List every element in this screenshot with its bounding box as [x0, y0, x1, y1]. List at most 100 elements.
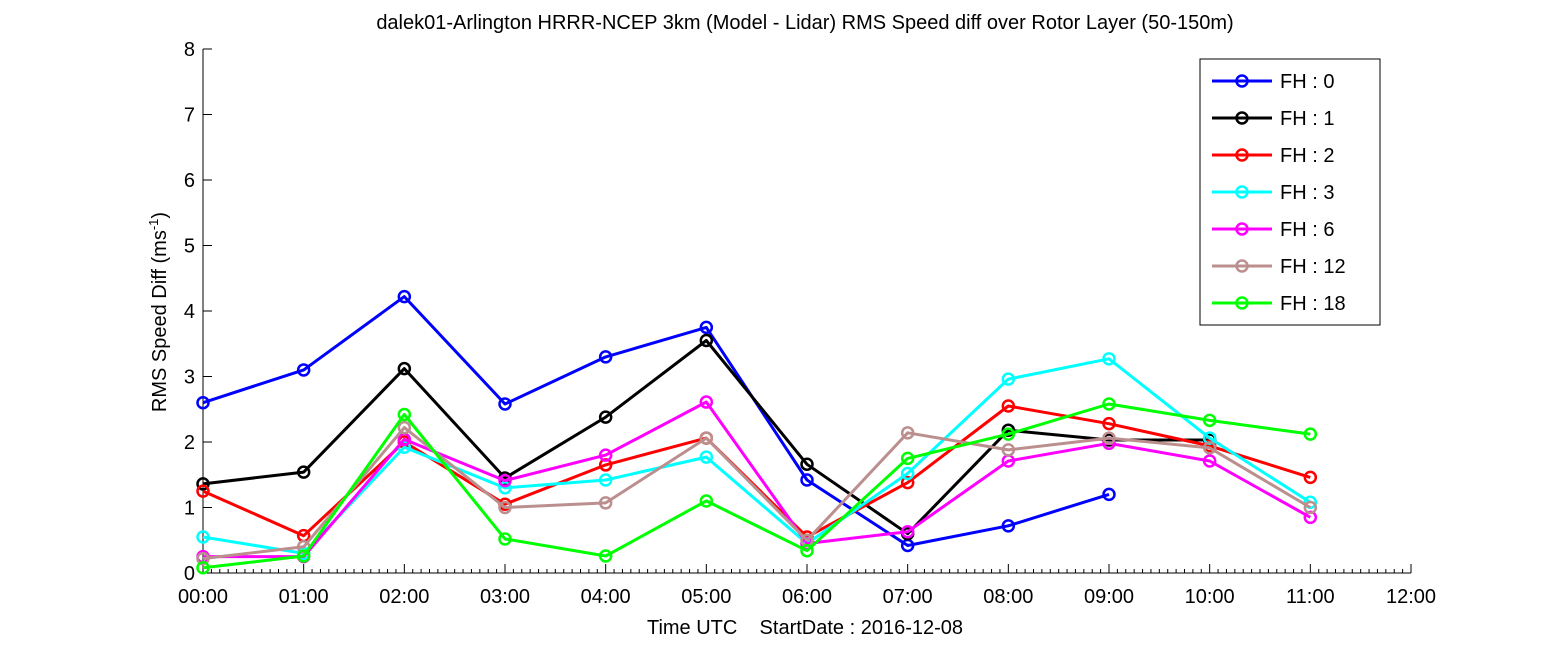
data-point	[397, 420, 412, 435]
data-point	[598, 448, 613, 462]
series-line	[202, 339, 1210, 536]
data-point	[800, 457, 814, 472]
axes: 00:00 01:00 02:00 03:00 04:00 05:00 06:00 07:00…	[178, 39, 1436, 608]
legend-entry: FH : 3	[1280, 182, 1334, 204]
x-tick-label: 03:00	[480, 586, 530, 608]
data-point	[800, 473, 814, 487]
legend-swatch-marker	[1235, 74, 1249, 88]
data-point	[1202, 441, 1217, 455]
data-point	[1001, 372, 1016, 386]
series-line	[202, 357, 1312, 555]
legend-entry: FH : 18	[1280, 293, 1346, 315]
data-point	[900, 466, 915, 481]
data-point	[1001, 427, 1016, 441]
x-tick-label: 10:00	[1185, 586, 1235, 608]
data-point	[699, 450, 714, 464]
data-point	[498, 397, 512, 411]
data-point	[196, 551, 210, 566]
data-point	[196, 561, 210, 575]
data-point	[699, 494, 714, 508]
data-point	[296, 363, 311, 377]
data-point	[397, 361, 412, 376]
data-point	[1102, 487, 1116, 502]
data-point	[196, 530, 210, 544]
data-point	[1001, 399, 1016, 413]
data-point	[1102, 431, 1116, 445]
data-point	[196, 484, 210, 498]
data-point	[296, 465, 311, 479]
data-point	[900, 426, 915, 440]
data-point	[1001, 423, 1016, 437]
y-tick-label: 5	[184, 236, 195, 258]
y-tick-label: 7	[184, 105, 195, 127]
data-point	[397, 289, 412, 304]
y-tick-label: 6	[184, 170, 195, 192]
data-point	[196, 477, 210, 491]
data-point	[699, 333, 714, 348]
legend-swatch-marker	[1235, 111, 1249, 125]
legend-swatch-marker	[1235, 296, 1249, 310]
data-point	[598, 496, 613, 510]
data-point	[598, 473, 613, 487]
data-point	[1102, 352, 1116, 366]
data-point	[397, 407, 412, 422]
data-point	[900, 475, 915, 490]
y-tick-label: 2	[184, 432, 195, 454]
chart-title: dalek01-Arlington HRRR-NCEP 3km (Model -…	[376, 12, 1233, 34]
series-line	[203, 400, 1312, 559]
series-line	[202, 295, 1110, 547]
legend-swatch-marker	[1235, 222, 1249, 236]
data-point	[1303, 500, 1318, 515]
plot-series	[196, 289, 1318, 575]
data-point	[699, 395, 714, 409]
data-point	[1102, 416, 1116, 431]
legend-entry: FH : 2	[1280, 145, 1334, 167]
legend-swatch-marker	[1235, 148, 1249, 162]
data-point	[699, 431, 714, 445]
data-point	[1303, 470, 1318, 485]
data-point	[598, 350, 613, 364]
series-line	[202, 402, 1311, 570]
series	[196, 289, 1116, 553]
y-tick-label: 0	[184, 563, 195, 585]
legend-swatch-marker	[1235, 259, 1249, 273]
series-line	[202, 426, 1312, 561]
data-point	[498, 473, 512, 488]
x-tick-label: 04:00	[581, 586, 631, 608]
x-tick-label: 09:00	[1084, 586, 1134, 608]
x-tick-label: 05:00	[681, 586, 731, 608]
data-point	[699, 320, 714, 335]
data-point	[1202, 413, 1217, 428]
data-point	[296, 549, 311, 563]
legend-entry: FH : 12	[1280, 256, 1346, 278]
data-point	[900, 524, 915, 539]
x-tick-label: 11:00	[1286, 586, 1335, 608]
data-point	[1303, 495, 1318, 510]
y-axis-label: RMS Speed Diff (ms-1)	[146, 212, 171, 412]
data-point	[800, 543, 814, 558]
series	[196, 397, 1318, 575]
legend: FH : 0 FH : 1 FH : 2 FH : 3 FH : 6 FH : 12 FH …	[1199, 58, 1381, 326]
data-point	[1202, 454, 1217, 468]
data-point	[1303, 427, 1318, 441]
y-tick-label: 8	[184, 39, 195, 61]
data-point	[598, 410, 613, 424]
x-tick-label: 02:00	[379, 586, 429, 608]
series	[196, 420, 1318, 566]
data-point	[900, 451, 915, 466]
data-point	[498, 500, 512, 515]
x-tick-label: 00:00	[178, 586, 228, 608]
legend-entry: FH : 1	[1280, 108, 1334, 130]
data-point	[598, 549, 613, 563]
y-tick-label: 1	[184, 498, 195, 520]
data-point	[1001, 519, 1016, 533]
x-tick-label: 01:00	[279, 586, 329, 608]
legend-swatch-marker	[1235, 185, 1249, 199]
data-point	[1001, 443, 1016, 457]
data-point	[498, 481, 512, 495]
x-tick-label: 07:00	[883, 586, 933, 608]
legend-entry: FH : 6	[1280, 219, 1334, 241]
x-tick-label: 12:00	[1386, 586, 1436, 608]
y-tick-label: 3	[184, 367, 195, 389]
